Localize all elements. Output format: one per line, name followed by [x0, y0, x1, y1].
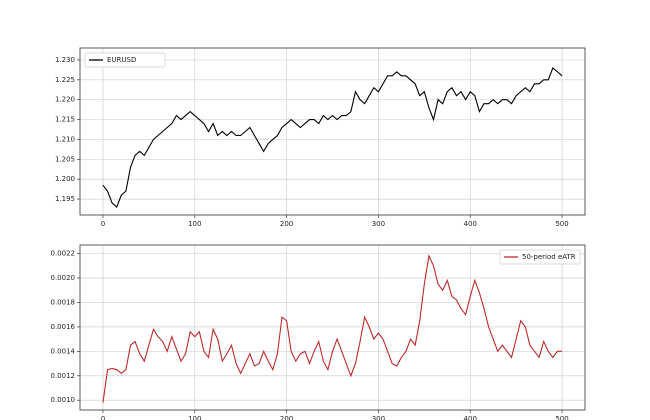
data-line [102, 254, 563, 403]
y-tick-label: 1.210 [55, 135, 75, 143]
data-line [102, 66, 563, 208]
x-tick-label: 300 [372, 220, 385, 228]
x-tick-label: 400 [464, 415, 477, 420]
legend-label: EURUSD [107, 56, 136, 64]
y-tick-label: 1.200 [55, 175, 75, 183]
x-tick-label: 500 [555, 220, 568, 228]
y-tick-label: 0.0022 [51, 250, 76, 258]
legend-box [84, 52, 166, 68]
y-tick-label: 0.0012 [51, 372, 76, 380]
y-tick-label: 1.195 [55, 195, 75, 203]
y-tick-label: 0.0016 [51, 323, 76, 331]
legend-label: 50-period eATR [522, 253, 576, 261]
y-tick-label: 0.0018 [51, 298, 76, 306]
x-tick-label: 0 [101, 220, 105, 228]
y-tick-label: 0.0010 [51, 396, 76, 404]
x-tick-label: 500 [555, 415, 568, 420]
y-tick-label: 1.225 [55, 76, 75, 84]
x-tick-label: 400 [464, 220, 477, 228]
y-tick-label: 1.220 [55, 96, 75, 104]
x-tick-label: 300 [372, 415, 385, 420]
x-tick-label: 200 [280, 220, 293, 228]
plot-frame [79, 47, 586, 216]
legend-box [499, 249, 581, 265]
x-tick-label: 100 [188, 415, 201, 420]
x-tick-label: 0 [101, 415, 105, 420]
y-tick-label: 1.230 [55, 56, 75, 64]
x-tick-label: 100 [188, 220, 201, 228]
y-tick-label: 1.205 [55, 155, 75, 163]
plot-frame [79, 244, 586, 411]
x-tick-label: 200 [280, 415, 293, 420]
y-tick-label: 1.215 [55, 116, 75, 124]
y-tick-label: 0.0014 [51, 347, 76, 355]
y-tick-label: 0.0020 [51, 274, 76, 282]
